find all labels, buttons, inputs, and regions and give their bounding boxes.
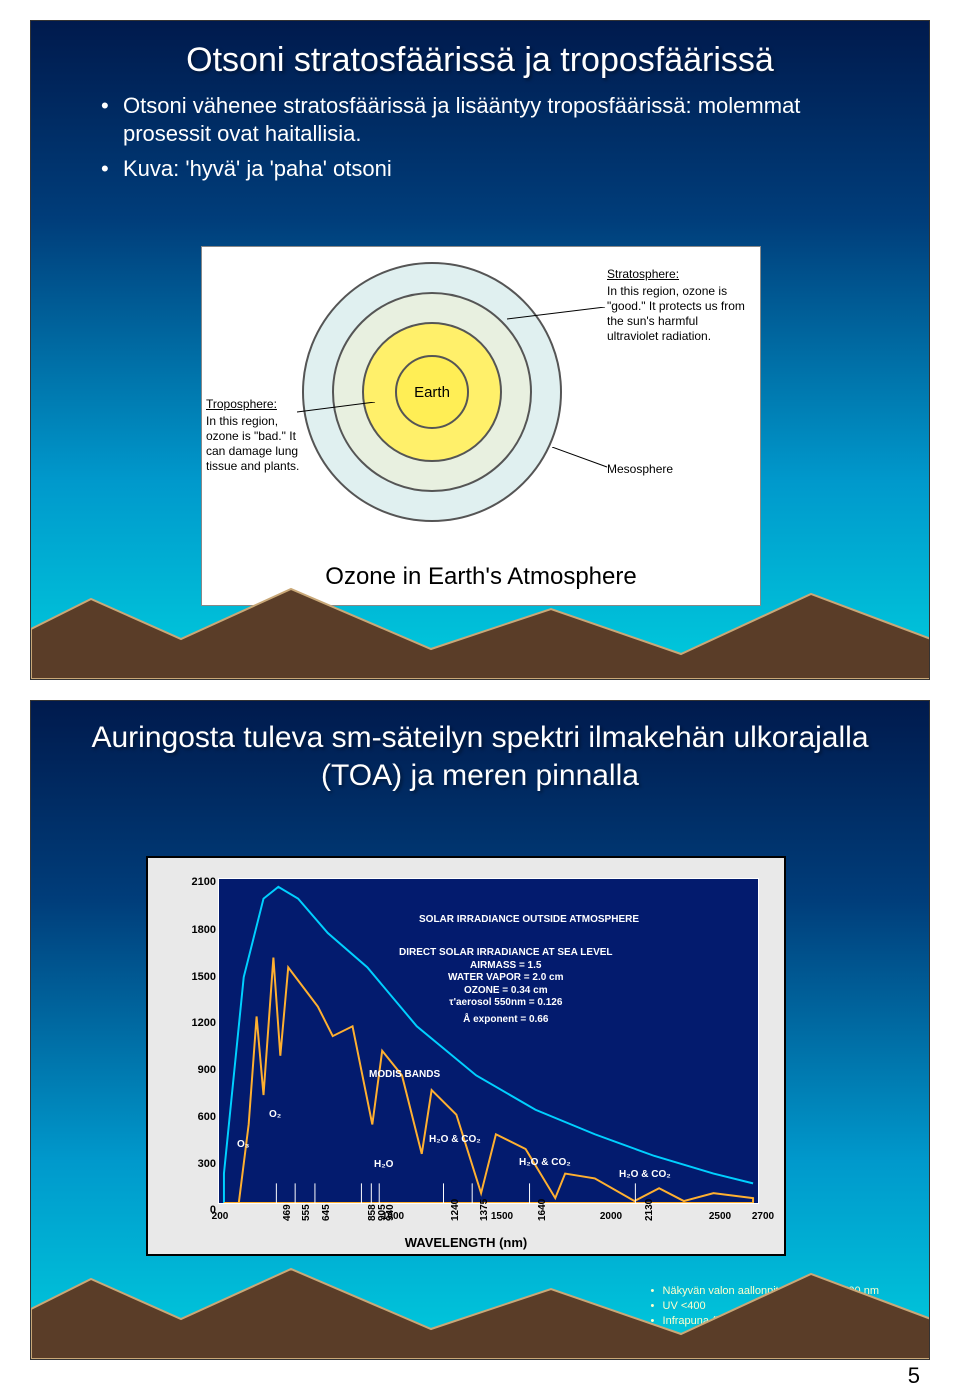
strato-head: Stratosphere: [607, 267, 752, 282]
slide2-title: Auringosta tuleva sm-säteilyn spektri il… [31, 701, 929, 794]
ytick-6: 1800 [188, 924, 216, 936]
stratosphere-label: Stratosphere: In this region, ozone is "… [607, 267, 752, 344]
ytick-4: 1200 [188, 1017, 216, 1029]
ytick-3: 900 [188, 1064, 216, 1076]
ann-o2: O₂ [269, 1109, 281, 1122]
strato-pointer-icon [507, 307, 607, 322]
earth-label: Earth [414, 384, 450, 401]
ytick-5: 1500 [188, 971, 216, 983]
troposphere-label: Troposphere: In this region, ozone is "b… [206, 397, 301, 474]
ann-h2oco2-2: H₂O & CO₂ [519, 1157, 571, 1170]
slide-2: Auringosta tuleva sm-säteilyn spektri il… [30, 700, 930, 1360]
ann-h2o: H₂O [374, 1159, 393, 1172]
ann-h2oco2-3: H₂O & CO₂ [619, 1169, 671, 1182]
tropo-pointer-icon [297, 402, 377, 422]
plot-area: SOLAR IRRADIANCE OUTSIDE ATMOSPHERE DIRE… [218, 878, 759, 1204]
ytick-1: 300 [188, 1158, 216, 1170]
ann-water: WATER VAPOR = 2.0 cm [399, 972, 613, 985]
strato-text: In this region, ozone is "good." It prot… [607, 284, 745, 343]
ann-o3: O₃ [237, 1139, 249, 1152]
ytick-2: 600 [188, 1111, 216, 1123]
page-number: 5 [908, 1363, 920, 1389]
slide-1: Otsoni stratosfäärissä ja troposfäärissä… [30, 20, 930, 680]
slide1-title: Otsoni stratosfäärissä ja troposfäärissä [31, 21, 929, 82]
mesosphere-label: Mesosphere [607, 462, 673, 477]
tropo-head: Troposphere: [206, 397, 301, 412]
xtick-r7: 1375 [479, 1199, 490, 1221]
xtick-r8: 1640 [537, 1199, 548, 1221]
spectrum-svg [219, 879, 758, 1203]
ann-aerosol: τ'aerosol 550nm = 0.126 [399, 997, 613, 1010]
xtick-r6: 1240 [450, 1199, 461, 1221]
slide1-body: Otsoni vähenee stratosfäärissä ja lisään… [31, 82, 929, 184]
meso-pointer-icon [552, 447, 612, 472]
spectrum-chart: SOLAR SPECTRAL IRRADIANCE (Wm⁻² μ⁻¹) 0 3… [146, 856, 786, 1256]
ann-sea-block: DIRECT SOLAR IRRADIANCE AT SEA LEVEL AIR… [399, 947, 613, 1026]
earth-circle: Earth [395, 355, 469, 429]
mountains-icon [31, 539, 929, 679]
tropo-text: In this region, ozone is "bad." It can d… [206, 414, 299, 473]
ytick-7: 2100 [188, 876, 216, 888]
toa-series [224, 887, 753, 1203]
ann-modis: MODIS BANDS [369, 1069, 440, 1082]
ann-airmass: AIRMASS = 1.5 [399, 960, 613, 973]
xtick-r9: 2130 [644, 1199, 655, 1221]
ann-toa: SOLAR IRRADIANCE OUTSIDE ATMOSPHERE [419, 914, 639, 927]
mountains-icon-2 [31, 1219, 929, 1359]
ann-h2oco2-1: H₂O & CO₂ [429, 1134, 481, 1147]
slide1-bullet-0: Otsoni vähenee stratosfäärissä ja lisään… [101, 92, 879, 149]
ann-sea: DIRECT SOLAR IRRADIANCE AT SEA LEVEL [399, 947, 613, 960]
ann-ozone: OZONE = 0.34 cm [399, 985, 613, 998]
ann-angstrom: Å exponent = 0.66 [399, 1014, 613, 1027]
slide1-bullet-1: Kuva: 'hyvä' ja 'paha' otsoni [101, 155, 879, 184]
